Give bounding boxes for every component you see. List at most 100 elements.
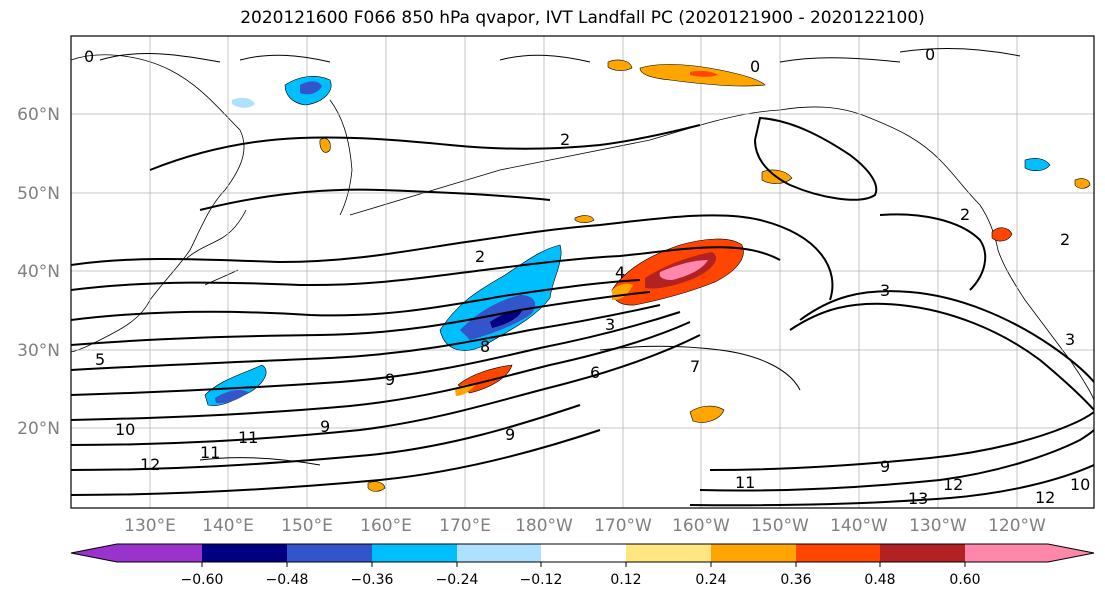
colorbar-tick-label: 0.48 [864, 572, 895, 588]
colorbar-tick-labels: −0.60 −0.48 −0.36 −0.24 −0.12 0.12 0.24 … [181, 572, 981, 588]
colorbar-segment [965, 544, 1094, 562]
contour-label: 7 [690, 357, 700, 376]
longitude-labels: 130°E 140°E 150°E 160°E 170°E 180°W 170°… [124, 516, 1046, 536]
colorbar-outline [70, 543, 1095, 563]
colorbar-tick-label: −0.60 [181, 572, 224, 588]
coastline-asia-east [71, 54, 245, 353]
contour-label: 13 [908, 489, 928, 508]
positive-anomaly-north-core [690, 71, 718, 77]
contour-label: 2 [960, 205, 970, 224]
contour-label: 3 [605, 315, 615, 334]
map-title: 2020121600 F066 850 hPa qvapor, IVT Land… [240, 8, 925, 28]
contour-label: 0 [750, 57, 760, 76]
contour-label: 12 [140, 455, 160, 474]
contour-label: 6 [590, 363, 600, 382]
map-content: 0 0 0 2 2 2 2 4 3 3 3 5 6 7 8 9 9 9 9 10… [71, 36, 1094, 508]
negative-anomaly-east [1024, 158, 1051, 171]
colorbar-segment [457, 544, 541, 562]
longitude-label: 150°W [751, 516, 809, 536]
colorbar: −0.60 −0.48 −0.36 −0.24 −0.12 0.12 0.24 … [70, 543, 1095, 588]
latitude-label: 40°N [17, 262, 60, 282]
colorbar-segment [880, 544, 965, 562]
contour-label: 9 [320, 417, 330, 436]
contour-label: 12 [943, 475, 963, 494]
contour-label: 9 [880, 457, 890, 476]
colorbar-segment [626, 544, 711, 562]
coastline-kamchatka [329, 99, 353, 216]
negative-anomaly-center [490, 310, 522, 328]
positive-anomaly-west [367, 481, 386, 492]
contour-label: 2 [1060, 230, 1070, 249]
longitude-label: 160°E [360, 516, 412, 536]
coastline-alaska [779, 106, 981, 206]
contour-label: 3 [1065, 330, 1075, 349]
map-frame [70, 35, 1095, 509]
positive-anomaly-small-2 [319, 138, 331, 153]
contour-label: 3 [880, 281, 890, 300]
contour-label: 8 [480, 337, 490, 356]
colorbar-tick-label: 0.24 [695, 572, 726, 588]
colorbar-tick-label: 0.12 [610, 572, 641, 588]
negative-anomaly-north-core [300, 81, 322, 95]
positive-anomaly-small-1 [574, 215, 595, 223]
graticule [71, 36, 1094, 508]
colorbar-segment [202, 544, 287, 562]
colorbar-segment [541, 544, 626, 562]
colorbar-tick-label: −0.12 [520, 572, 563, 588]
colorbar-segment [372, 544, 457, 562]
longitude-label: 170°E [439, 516, 491, 536]
colorbar-segment [287, 544, 372, 562]
contour-label: 5 [95, 350, 105, 369]
contour-label: 4 [615, 263, 625, 282]
negative-anomaly-west-core [215, 390, 248, 404]
contour-label: 9 [505, 425, 515, 444]
latitude-label: 60°N [17, 105, 60, 125]
longitude-label: 140°W [830, 516, 888, 536]
map-background [71, 36, 1094, 508]
positive-anomaly-subtropic [689, 405, 725, 423]
negative-anomaly-fills [204, 76, 1051, 406]
colorbar-tick-label: 0.36 [780, 572, 811, 588]
contour-labels: 0 0 0 2 2 2 2 4 3 3 3 5 6 7 8 9 9 9 9 10… [84, 45, 1090, 508]
colorbar-segment [71, 544, 202, 562]
positive-anomaly-coast [991, 227, 1013, 242]
longitude-label: 150°E [281, 516, 333, 536]
positive-anomaly-east [1074, 178, 1091, 189]
contour-label: 10 [1070, 475, 1090, 494]
colorbar-ticks [201, 562, 966, 567]
colorbar-segment [711, 544, 796, 562]
ivt-contours-thin [99, 48, 1021, 466]
contour-label: 11 [200, 443, 220, 462]
contour-label: 10 [115, 420, 135, 439]
longitude-label: 140°E [202, 516, 254, 536]
longitude-label: 180°W [515, 516, 573, 536]
contour-label: 12 [1035, 488, 1055, 507]
latitude-label: 20°N [17, 419, 60, 439]
positive-anomaly-northwest [607, 59, 633, 71]
contour-label: 0 [84, 47, 94, 66]
contour-label: 2 [560, 130, 570, 149]
positive-anomaly-center [659, 260, 708, 280]
longitude-label: 120°W [988, 516, 1046, 536]
contour-label: 0 [925, 45, 935, 64]
colorbar-tick-label: 0.60 [949, 572, 980, 588]
contour-label: 9 [385, 370, 395, 389]
longitude-label: 160°W [672, 516, 730, 536]
positive-anomaly-fills [319, 59, 1091, 492]
colorbar-segment [796, 544, 880, 562]
colorbar-tick-label: −0.24 [436, 572, 479, 588]
latitude-label: 30°N [17, 341, 60, 361]
latitude-label: 50°N [17, 184, 60, 204]
latitude-labels: 60°N 50°N 40°N 30°N 20°N [17, 105, 60, 439]
longitude-label: 130°E [124, 516, 176, 536]
longitude-label: 130°W [909, 516, 967, 536]
contour-label: 11 [238, 428, 258, 447]
colorbar-tick-label: −0.48 [266, 572, 309, 588]
longitude-label: 170°W [594, 516, 652, 536]
contour-label: 11 [735, 473, 755, 492]
negative-anomaly-small [232, 97, 255, 108]
ivt-contours [71, 116, 1094, 507]
contour-label: 2 [475, 247, 485, 266]
colorbar-tick-label: −0.36 [351, 572, 394, 588]
